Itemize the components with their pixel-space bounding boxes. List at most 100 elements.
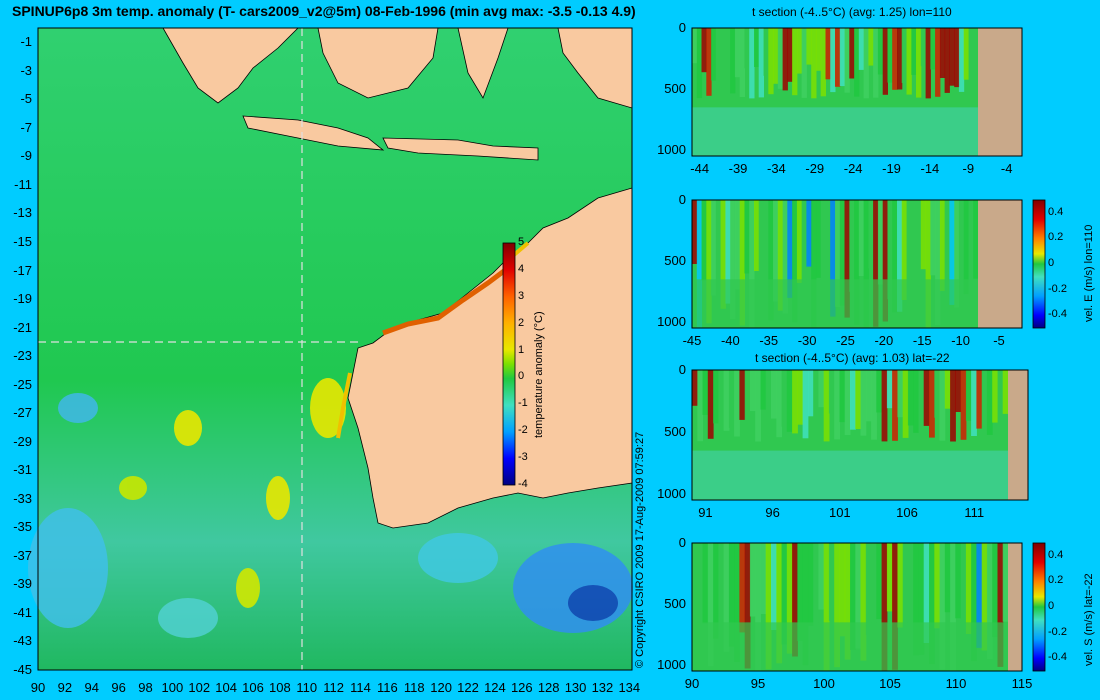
section-cell: [855, 543, 862, 649]
section-cell: [992, 543, 998, 638]
vel-s-colorbar-ramp: [1032, 542, 1046, 672]
vel-colorbar-tick: 0.2: [1048, 574, 1064, 587]
section-cell: [818, 370, 825, 408]
section-cell: [944, 370, 951, 409]
section-cell: [768, 28, 774, 95]
section-x-tick-label: -14: [920, 161, 940, 176]
section-cell: [815, 200, 822, 278]
section-cell: [902, 543, 909, 665]
section-cell: [715, 200, 722, 316]
section-cell: [797, 543, 804, 641]
section-cell: [692, 543, 698, 607]
section-cell: [701, 200, 707, 281]
section-y-tick-label: 1000: [657, 656, 686, 672]
section-cell: [930, 28, 936, 70]
section-cell: [954, 200, 960, 308]
map-x-tick-label: 128: [537, 680, 560, 695]
warm-patch: [119, 476, 147, 500]
section-cell: [749, 200, 755, 328]
map-colorbar-tick: 3: [518, 289, 525, 302]
section-cell: [739, 28, 745, 97]
section-cell: [929, 543, 935, 665]
map-colorbar: [502, 242, 516, 486]
section-cell: [825, 200, 831, 294]
section-cell: [807, 370, 814, 417]
section-cell: [873, 200, 879, 327]
section-cell: [963, 200, 969, 295]
section-cell: [944, 200, 950, 319]
section-cell: [758, 28, 764, 98]
section-cell: [760, 543, 767, 614]
section-cell: [823, 543, 830, 671]
section-cell: [773, 200, 779, 302]
section-cell: [744, 200, 750, 274]
map-y-tick-label: -15: [13, 234, 32, 249]
section-land: [978, 28, 1022, 156]
section-cell: [725, 28, 731, 85]
map-y-tick-label: -1: [20, 34, 32, 50]
section-y-tick-label: 0: [678, 535, 686, 550]
map-y-tick-label: -27: [13, 405, 32, 421]
section-cell: [886, 543, 893, 612]
cold-patch: [418, 533, 498, 583]
map-x-tick-label: 112: [323, 680, 344, 695]
section-cell: [897, 28, 903, 90]
section-cell: [897, 370, 904, 418]
section-x-tick-label: -35: [759, 333, 779, 348]
section-cell: [976, 543, 983, 648]
map-x-tick-label: 116: [377, 680, 398, 695]
section-cell: [711, 200, 717, 296]
section-cell: [913, 370, 919, 433]
section-cell: [720, 200, 726, 309]
section-cell: [916, 28, 922, 98]
vel-e-colorbar: [1032, 199, 1046, 329]
section-cell: [706, 28, 712, 96]
map-y-tick-label: -31: [13, 462, 32, 478]
section-cell: [892, 200, 898, 313]
map-x-tick-label: 90: [30, 680, 46, 695]
section-cell: [986, 370, 993, 435]
section-cell: [865, 370, 872, 422]
section-cell: [855, 370, 862, 429]
section-cell: [849, 200, 855, 292]
section-cell: [820, 28, 826, 97]
section-deep-layer: [692, 107, 978, 156]
section-cell: [939, 370, 946, 441]
section-cell: [968, 28, 974, 97]
copyright-text: © Copyright CSIRO 2009 17-Aug-2009 07:59…: [634, 431, 646, 668]
map-y-tick-label: -41: [13, 604, 32, 620]
section-cell: [955, 370, 962, 412]
section-cell: [768, 200, 774, 321]
cold-patch: [568, 585, 618, 621]
section-cell: [844, 543, 851, 660]
section-cell: [730, 200, 736, 319]
section-cell: [925, 28, 931, 99]
section-cell: [965, 370, 972, 421]
section-cell: [806, 28, 812, 65]
section-cell: [949, 200, 955, 305]
warm-patch: [310, 378, 346, 438]
map-x-tick-label: 126: [510, 680, 533, 695]
section-cell: [792, 543, 798, 657]
section-cell: [723, 370, 730, 431]
vel-colorbar-tick: 0.2: [1048, 231, 1064, 244]
section-cell: [777, 28, 784, 89]
section-vel-e-plot: [691, 199, 1023, 329]
section-cell: [1002, 370, 1009, 414]
section-y-tick-label: 1000: [657, 313, 686, 329]
warm-patch: [236, 568, 260, 608]
map-colorbar-tick: -4: [518, 478, 528, 490]
section-y-tick-label: 500: [664, 423, 686, 439]
section-land: [978, 200, 1022, 328]
vel-e-colorbar-ramp: [1032, 199, 1046, 329]
section-cell: [877, 200, 884, 285]
section-cell: [934, 370, 941, 418]
section-cell: [720, 28, 726, 88]
section-cell: [930, 200, 936, 276]
section-cell: [802, 543, 809, 666]
section-cell: [882, 200, 888, 322]
section-cell: [776, 543, 783, 664]
section-cell: [944, 28, 950, 93]
section-x-tick-label: -29: [805, 161, 825, 176]
section-cell: [844, 370, 851, 436]
